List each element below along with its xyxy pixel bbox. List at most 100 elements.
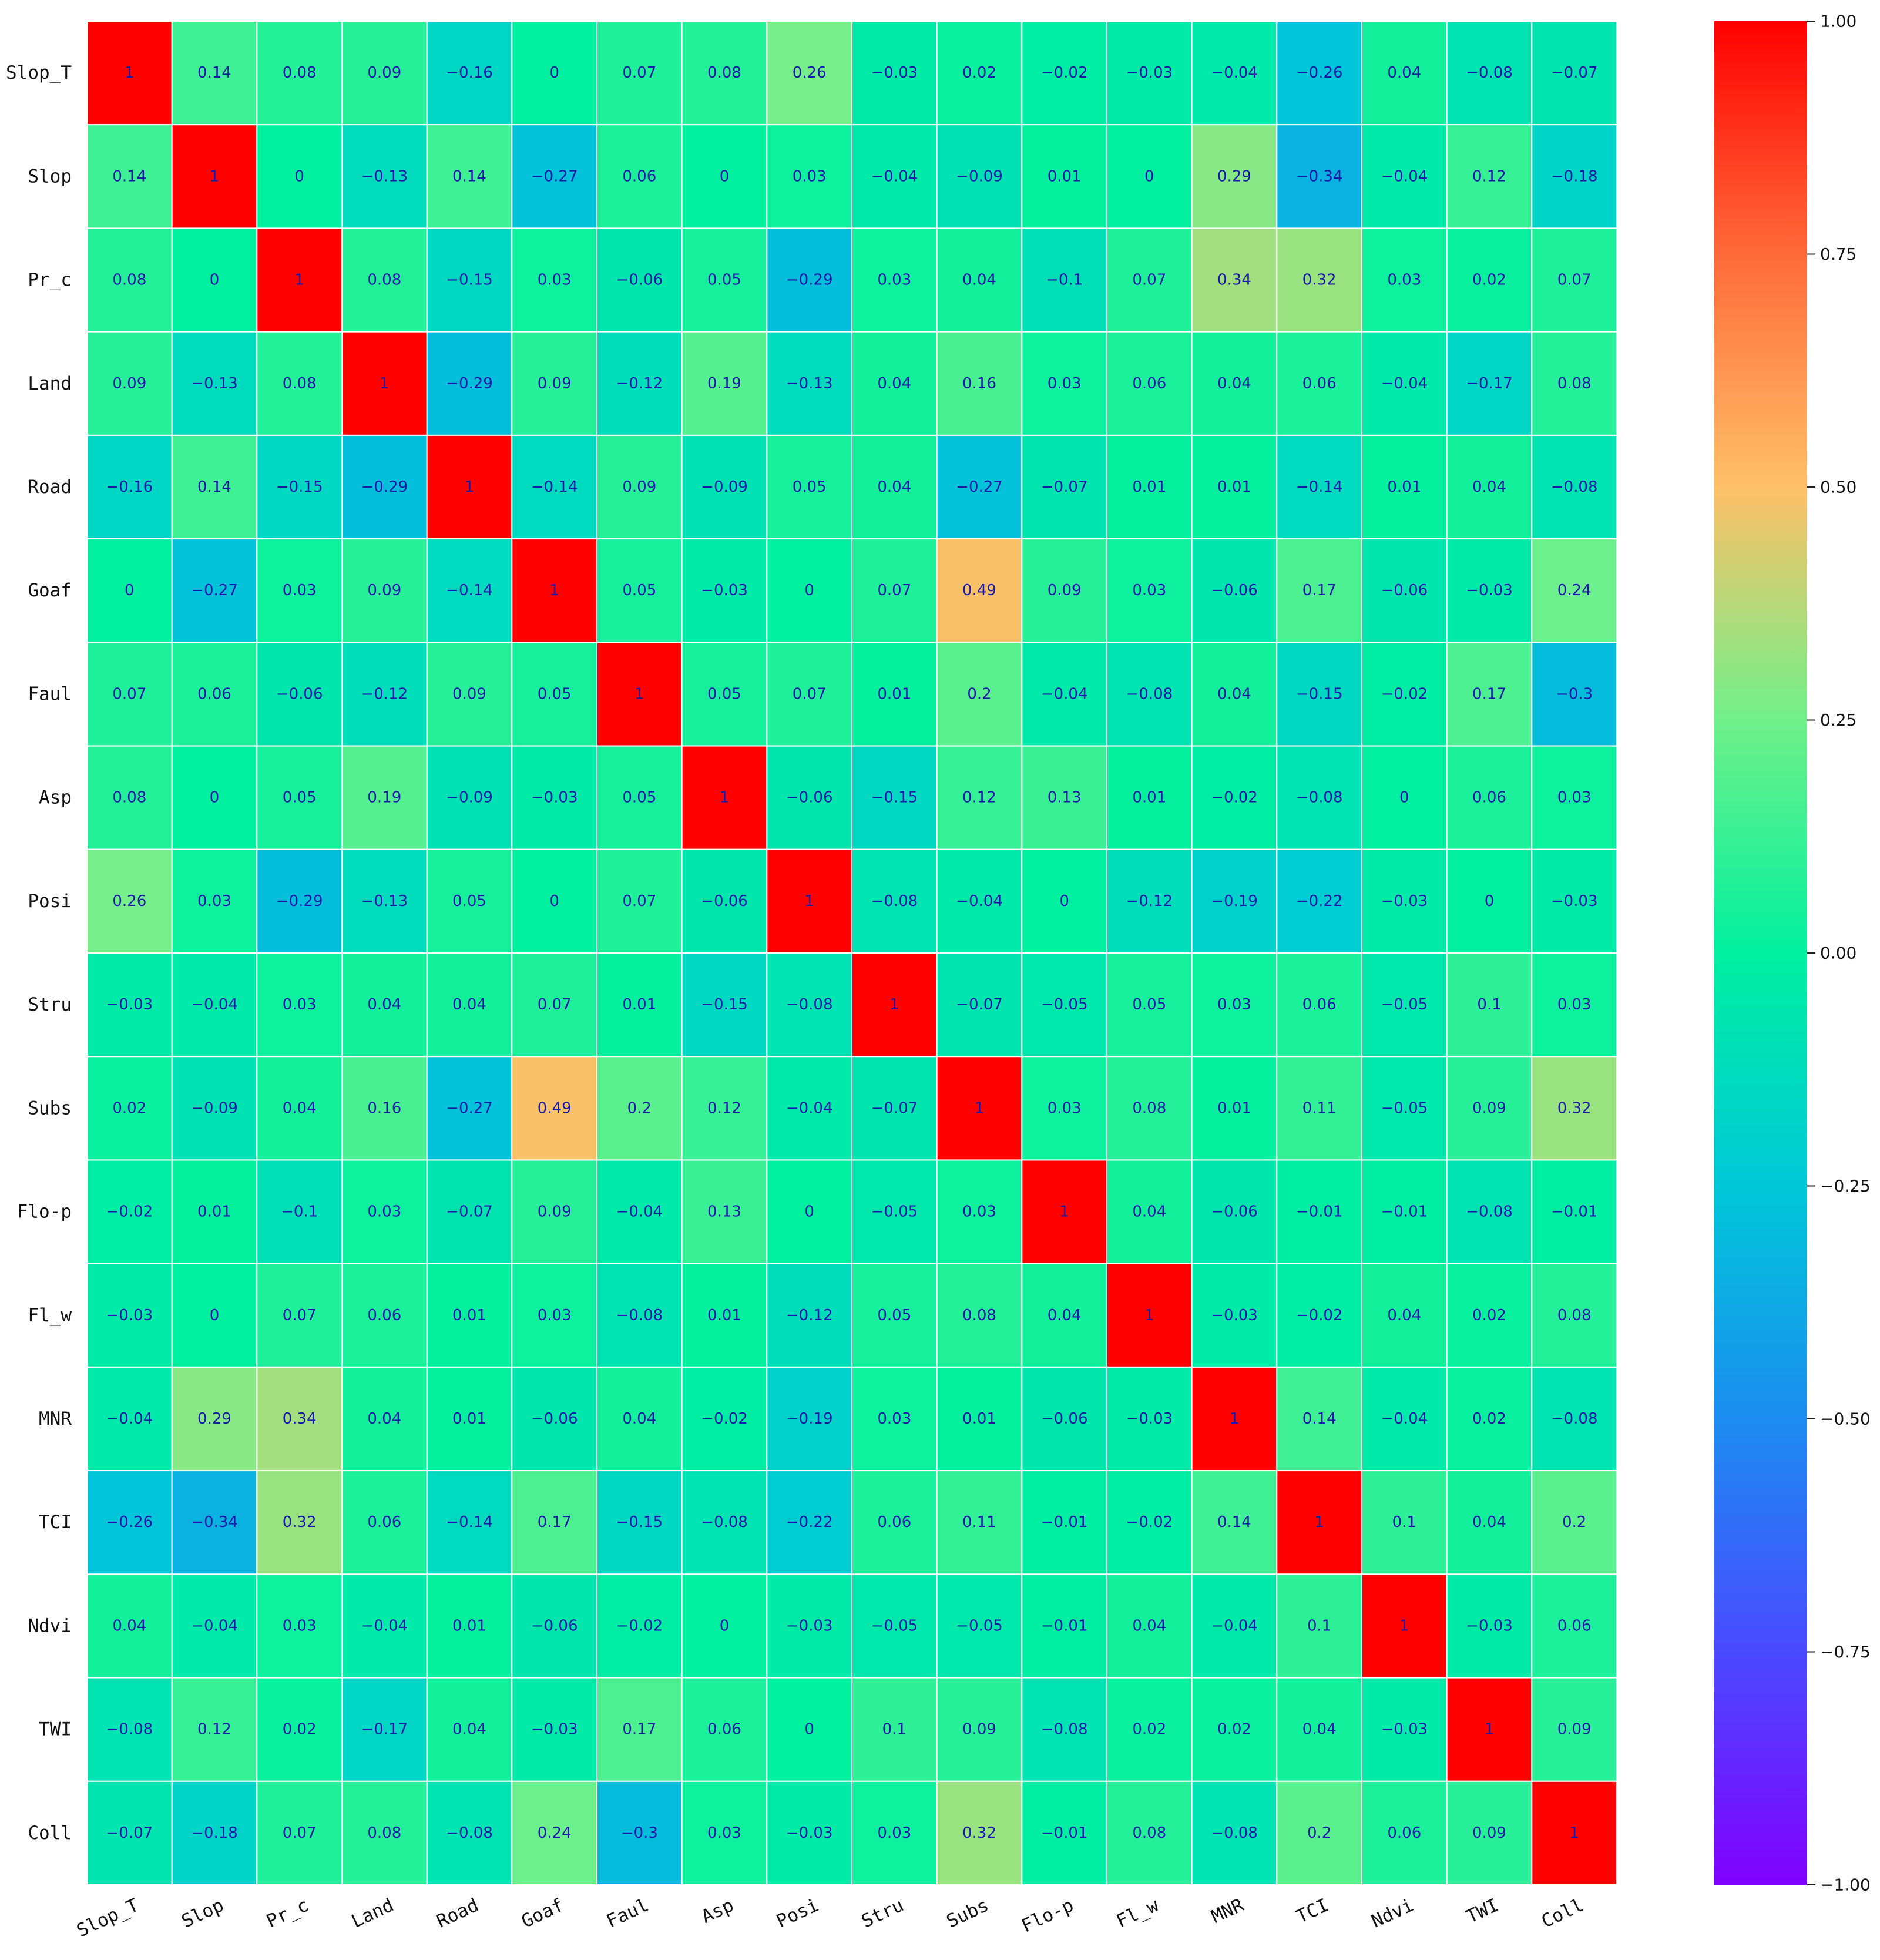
heatmap-cell-Road-Pr_c xyxy=(256,434,343,540)
cell-value-label: 0 xyxy=(1399,789,1409,807)
cell-value-label: −0.05 xyxy=(1381,996,1428,1013)
heatmap-cell-Land-Slop_T xyxy=(86,331,173,436)
heatmap-cell-Ndvi-Stru xyxy=(851,1573,938,1679)
cell-value-label: −0.14 xyxy=(1296,478,1343,496)
heatmap-cell-Ndvi-Slop xyxy=(171,1573,258,1679)
heatmap-cell-Posi-Flo-p xyxy=(1021,848,1108,954)
cell-value-label: 0.03 xyxy=(538,1307,572,1324)
heatmap-cell-Flo-p-Asp xyxy=(681,1159,768,1264)
cell-value-label: 0.2 xyxy=(967,685,991,703)
cell-value-label: 0.01 xyxy=(622,996,656,1013)
cell-value-label: 0.14 xyxy=(197,478,231,496)
cell-value-label: 0.05 xyxy=(1132,996,1166,1013)
heatmap-cell-Ndvi-MNR xyxy=(1191,1573,1278,1679)
y-axis-tick-labels: Slop_T Slop Pr_c Land Road Goaf Faul Asp Posi Str… xyxy=(6,62,72,1844)
cell-value-label: −0.27 xyxy=(531,167,578,185)
cell-value-label: 0.08 xyxy=(1132,1099,1166,1117)
cell-value-label: 0.32 xyxy=(962,1824,996,1842)
x-tick-label-Coll: Coll xyxy=(1538,1895,1587,1932)
cell-value-label: 0.49 xyxy=(962,582,996,599)
heatmap-cell-Goaf-Posi xyxy=(766,538,853,643)
cell-value-label: −0.06 xyxy=(786,789,833,807)
heatmap-cell-Coll-TWI xyxy=(1446,1780,1533,1886)
cell-value-label: 0.02 xyxy=(1132,1721,1166,1739)
heatmap-cell-TWI-TCI xyxy=(1276,1677,1362,1782)
cell-value-label: 1 xyxy=(549,582,559,599)
cell-value-label: 0.09 xyxy=(538,375,572,392)
cell-value-label: −0.15 xyxy=(616,1513,663,1531)
heatmap-cell-Coll-Land xyxy=(341,1780,428,1886)
heatmap-cell-Road-Posi xyxy=(766,434,853,540)
cell-value-label: 0.01 xyxy=(452,1307,486,1324)
cell-value-label: 0.07 xyxy=(1557,271,1592,289)
cell-value-label: −0.08 xyxy=(1041,1721,1088,1739)
heatmap-cell-Stru-Subs xyxy=(936,952,1023,1058)
heatmap-cell-TCI-Subs xyxy=(936,1470,1023,1575)
cell-value-label: 0.03 xyxy=(1048,375,1082,392)
heatmap-cell-Fl_w-Fl_w xyxy=(1106,1263,1193,1368)
heatmap-cell-Land-Coll xyxy=(1531,331,1617,436)
cell-value-label: −0.1 xyxy=(1046,271,1083,289)
heatmap-cell-Subs-Slop_T xyxy=(86,1056,173,1161)
cell-value-label: −0.13 xyxy=(786,375,833,392)
cell-value-label: −0.06 xyxy=(1381,582,1428,599)
cell-value-label: 1 xyxy=(720,789,730,807)
cell-value-label: 0.1 xyxy=(1477,996,1501,1013)
cell-value-label: 0.03 xyxy=(962,1203,996,1221)
heatmap-cell-Flo-p-MNR xyxy=(1191,1159,1278,1264)
heatmap-cell-Road-Coll xyxy=(1531,434,1617,540)
x-tick-label-Stru: Stru xyxy=(858,1895,907,1932)
cell-value-label: −0.04 xyxy=(616,1203,663,1221)
heatmap-cell-TWI-Slop_T xyxy=(86,1677,173,1782)
heatmap-cell-Stru-Goaf xyxy=(511,952,597,1058)
x-tick-label-TWI: TWI xyxy=(1463,1895,1502,1928)
cell-value-label: 0.01 xyxy=(1217,478,1251,496)
cell-value-label: 0.12 xyxy=(197,1721,231,1739)
heatmap-cell-Slop_T-MNR xyxy=(1191,21,1278,126)
cell-value-label: 0.04 xyxy=(1387,1307,1421,1324)
heatmap-cell-Subs-Faul xyxy=(596,1056,683,1161)
cell-value-label: −0.04 xyxy=(1211,1617,1258,1635)
colorbar-tick-label: 0.00 xyxy=(1820,944,1856,963)
heatmap-cell-TWI-Coll xyxy=(1531,1677,1617,1782)
cell-value-label: 0.06 xyxy=(1472,789,1506,807)
heatmap-cell-Posi-Stru xyxy=(851,848,938,954)
cell-value-label: −0.19 xyxy=(1211,892,1258,910)
cell-value-label: 0.13 xyxy=(707,1203,741,1221)
cell-value-label: −0.07 xyxy=(956,996,1003,1013)
cell-value-label: 0.03 xyxy=(1132,582,1166,599)
cell-value-label: 0.08 xyxy=(112,789,146,807)
heatmap-cell-Asp-Land xyxy=(341,745,428,850)
heatmap-cell-Subs-Asp xyxy=(681,1056,768,1161)
heatmap-cell-MNR-Subs xyxy=(936,1366,1023,1472)
heatmap-cell-Goaf-Slop xyxy=(171,538,258,643)
cell-value-label: −0.05 xyxy=(871,1203,918,1221)
cell-value-label: 0.04 xyxy=(112,1617,146,1635)
heatmap-cell-Fl_w-Faul xyxy=(596,1263,683,1368)
cell-value-label: −0.07 xyxy=(871,1099,918,1117)
colorbar-tick-label: −0.75 xyxy=(1820,1642,1871,1662)
cell-value-label: 0.06 xyxy=(877,1513,911,1531)
cell-value-label: 0.06 xyxy=(367,1513,401,1531)
cell-value-label: 0.05 xyxy=(283,789,317,807)
cell-value-label: −0.08 xyxy=(871,892,918,910)
cell-value-label: 0.04 xyxy=(452,1721,486,1739)
heatmap-cell-Pr_c-Stru xyxy=(851,227,938,333)
cell-value-label: −0.08 xyxy=(1211,1824,1258,1842)
cell-value-label: −0.02 xyxy=(106,1203,153,1221)
cell-value-label: −0.06 xyxy=(531,1410,578,1428)
cell-value-label: 0.08 xyxy=(283,375,317,392)
cell-value-label: 0.03 xyxy=(877,271,911,289)
cell-value-label: −0.03 xyxy=(1381,892,1428,910)
heatmap-cell-Faul-Faul xyxy=(596,642,683,747)
heatmap-cell-TWI-Slop xyxy=(171,1677,258,1782)
heatmap-cell-Pr_c-MNR xyxy=(1191,227,1278,333)
heatmap-cell-Road-TCI xyxy=(1276,434,1362,540)
cell-value-label: 0.32 xyxy=(283,1513,317,1531)
heatmap-cell-Pr_c-Subs xyxy=(936,227,1023,333)
heatmap-cell-Goaf-Road xyxy=(426,538,513,643)
cell-value-label: −0.03 xyxy=(106,1307,153,1324)
cell-value-label: 0.04 xyxy=(367,1410,401,1428)
cell-value-label: −0.15 xyxy=(871,789,918,807)
cell-value-label: −0.27 xyxy=(191,582,238,599)
